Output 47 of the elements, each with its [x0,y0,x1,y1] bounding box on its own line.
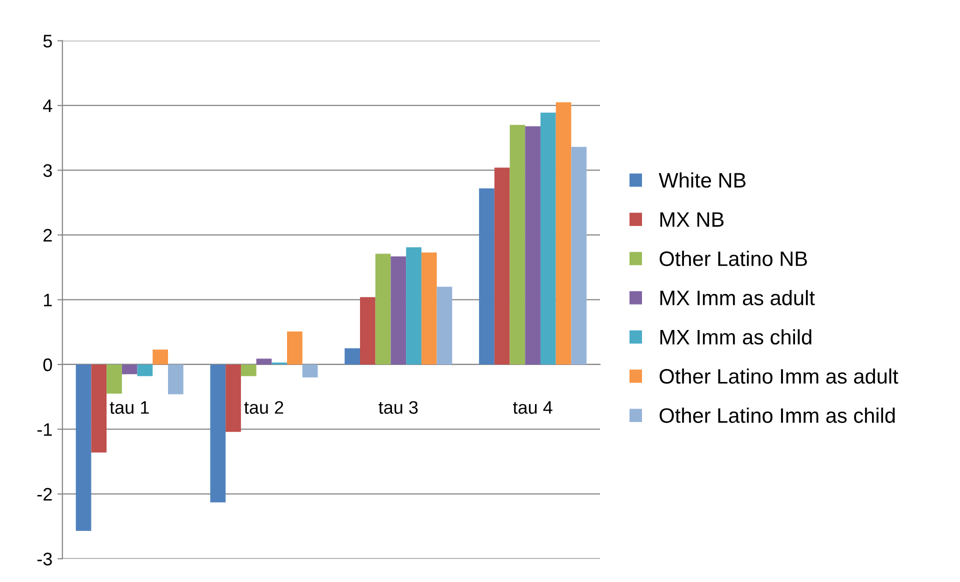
bar [168,364,184,394]
bar [226,364,241,432]
legend-label: White NB [658,172,746,188]
bar [91,364,107,453]
bar [540,112,556,364]
bar [302,364,318,378]
bar [525,126,540,364]
y-tick-label: 0 [43,358,52,372]
bar [406,247,422,364]
legend-label: Other Latino Imm as adult [660,368,898,384]
y-tick-label: -2 [37,488,52,501]
bar [106,364,122,394]
y-tick-label: 2 [44,228,52,242]
y-tick-label: 3 [43,164,52,177]
bar [344,348,360,364]
bar [76,364,92,531]
bar [122,364,138,374]
bar [287,331,302,364]
y-tick-label: 1 [44,294,52,306]
bar [421,252,437,364]
y-tick-label: 5 [43,34,52,48]
legend-label: Other Latino Imm as child [660,408,895,423]
bar [360,297,376,364]
legend-label: MX Imm as child [660,329,812,345]
bar [556,102,572,364]
y-tick-label: 4 [43,100,52,112]
x-tick-label: tau 1 [110,401,149,414]
bar [210,364,226,502]
bar [137,364,153,376]
y-tick-label: -1 [37,423,52,436]
bar [571,146,587,364]
legend-label: MX NB [660,212,724,227]
bar [494,168,510,364]
bar [390,256,406,364]
x-tick-label: tau 4 [512,401,552,414]
x-tick-label: tau 2 [244,401,284,414]
x-tick-label: tau 3 [378,401,418,414]
bar [436,286,452,364]
bar [256,358,272,364]
bar [479,188,494,364]
legend-label: Other Latino NB [660,250,807,266]
legend-label: MX Imm as adult [660,290,815,306]
bar [375,254,391,364]
bar [152,350,168,364]
y-tick-label: -3 [37,552,52,566]
bar [510,124,526,364]
bar [240,364,256,376]
